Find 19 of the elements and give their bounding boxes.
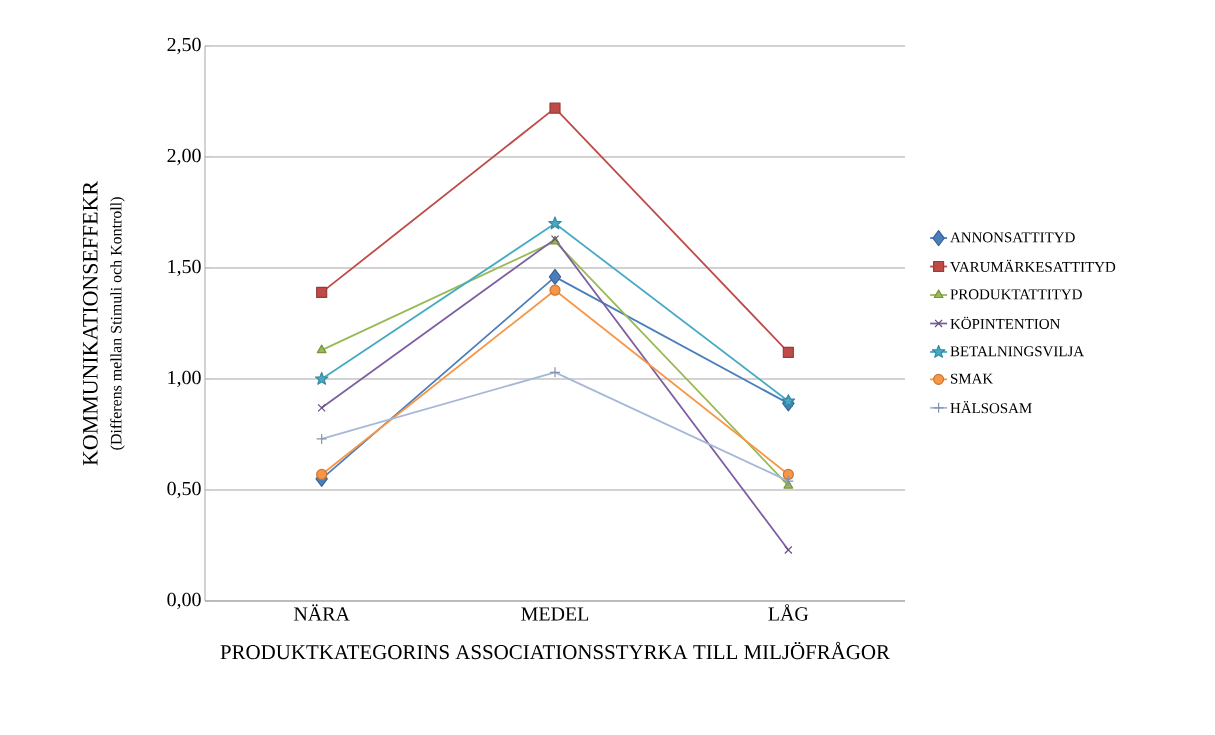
legend-label: BETALNINGSVILJA xyxy=(950,346,1084,357)
x-tick-label: MEDEL xyxy=(521,607,589,621)
y-tick-label: 0,50 xyxy=(167,481,201,499)
y-tick-label: 0,00 xyxy=(167,592,201,610)
legend-label: KÖPINTENTION xyxy=(950,316,1061,329)
y-tick-label: 1,00 xyxy=(168,370,201,388)
legend-label: SMAK xyxy=(950,373,994,384)
x-axis-title: PRODUKTKATEGORINS ASSOCIATIONSSTYRKA TILL MILJÖFRÅGOR xyxy=(220,641,890,660)
legend-label: ANNONSATTITYD xyxy=(950,232,1075,243)
x-tick-label: NÄRA xyxy=(294,604,350,621)
legend-label: VARUMÄRKESATTITYD xyxy=(950,259,1116,273)
y-axis-title: KOMMUNIKATIONSEFFEKR xyxy=(82,181,98,466)
x-tick-label: LÅG xyxy=(768,604,809,621)
y-tick-label: 2,00 xyxy=(167,148,201,166)
legend-label: PRODUKTATTITYD xyxy=(950,289,1082,300)
legend-label: HÄLSOSAM xyxy=(950,401,1032,414)
text: (Differens mellan Stimuli och Kontroll) xyxy=(110,197,125,450)
y-tick-label: 2,50 xyxy=(167,37,201,55)
y-tick-label: 1,50 xyxy=(168,259,201,277)
